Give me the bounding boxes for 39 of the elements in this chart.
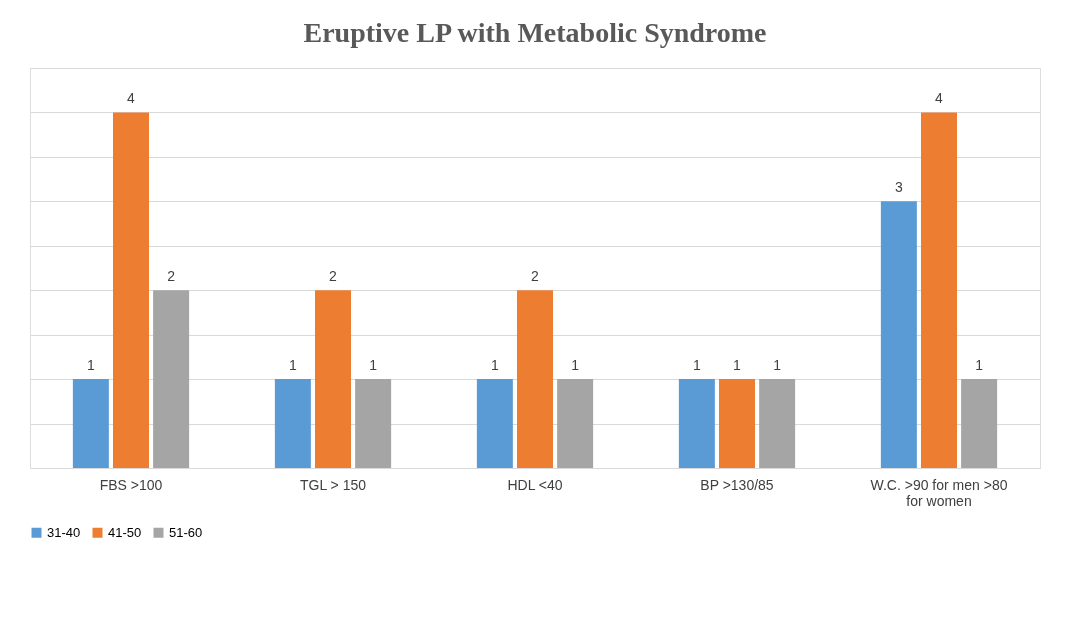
data-label: 2 xyxy=(329,268,338,285)
x-tick-label: TGL > 150 xyxy=(299,476,367,493)
data-label: 1 xyxy=(773,357,782,374)
data-label: 1 xyxy=(288,357,297,374)
bar xyxy=(517,290,553,468)
chart-title: Eruptive LP with Metabolic Syndrome xyxy=(303,17,767,48)
data-label: 2 xyxy=(167,268,176,285)
bar xyxy=(557,379,594,468)
x-tick-label: W.C. >90 for men >80 for women xyxy=(870,476,1008,509)
data-label: 3 xyxy=(894,179,903,196)
bar xyxy=(759,379,796,468)
data-label: 1 xyxy=(86,357,95,374)
bar xyxy=(678,379,715,468)
data-label: 1 xyxy=(733,357,742,374)
bar xyxy=(961,379,998,468)
data-label: 1 xyxy=(692,357,701,374)
bar xyxy=(880,201,917,468)
bar xyxy=(476,379,513,468)
bar xyxy=(113,112,149,468)
data-label: 4 xyxy=(935,90,944,107)
bar xyxy=(355,379,392,468)
bar xyxy=(719,379,755,468)
x-tick-label: HDL <40 xyxy=(507,476,563,493)
data-label: 1 xyxy=(490,357,499,374)
bar xyxy=(153,290,190,468)
legend-label: 31-40 xyxy=(47,524,81,540)
legend-label: 51-60 xyxy=(169,524,203,540)
data-label: 2 xyxy=(531,268,540,285)
data-label: 4 xyxy=(127,90,136,107)
x-tick-label: FBS >100 xyxy=(99,476,163,493)
bar xyxy=(921,112,957,468)
data-label: 1 xyxy=(975,357,984,374)
legend-label: 41-50 xyxy=(108,524,142,540)
bar xyxy=(315,290,351,468)
data-label: 1 xyxy=(369,357,378,374)
data-label: 1 xyxy=(571,357,580,374)
bar xyxy=(72,379,109,468)
bar xyxy=(274,379,311,468)
x-tick-label: BP >130/85 xyxy=(700,476,774,493)
